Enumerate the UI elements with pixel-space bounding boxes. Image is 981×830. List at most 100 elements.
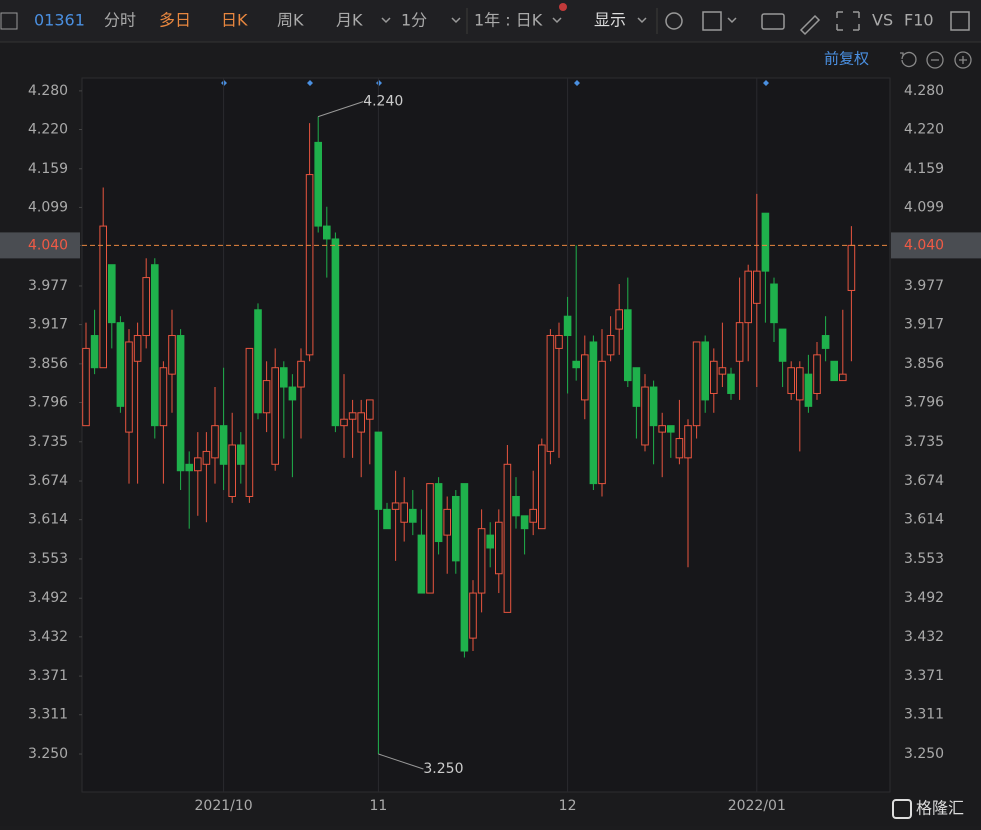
y-tick-label: 3.311 [28,707,68,723]
zoom-in[interactable] [954,51,972,69]
candle-body [624,309,632,382]
candle-body [219,425,228,465]
toolbar-icons [381,8,970,36]
draw-icon[interactable] [799,14,821,36]
candle-body [649,386,658,427]
y-tick-label: 4.159 [28,161,68,177]
candle-body [116,322,125,407]
candle-body [305,174,314,356]
y-tick-label-right: 3.735 [904,434,944,450]
price-tag-bg [0,232,80,259]
y-tick-label-right: 3.796 [904,394,944,410]
candle-body [82,347,90,427]
candle-body [417,534,426,594]
watermark: 格隆汇 [916,799,964,818]
candle-body [357,412,365,433]
tab[interactable]: 日K [221,11,248,30]
y-tick-label: 4.099 [28,199,68,215]
reset-icon[interactable] [900,51,917,68]
y-tick-label: 3.917 [28,317,68,333]
candle-body [142,277,150,337]
candle-body [658,425,667,433]
candle-body [340,418,348,427]
y-tick-label: 3.674 [28,473,68,489]
y-tick-label-right: 3.492 [904,590,944,606]
y-tick-label-right: 3.674 [904,473,944,489]
stock-code[interactable]: 01361 [34,11,85,30]
candle-body [400,502,408,523]
candle-body [477,528,486,594]
y-tick-label-right: 3.432 [904,629,944,645]
watermark-logo [892,799,912,819]
close-icon[interactable] [950,11,970,31]
candle-body [546,335,555,452]
fullscreen-icon[interactable] [836,11,860,31]
y-tick-label-right: 3.977 [904,278,944,294]
candle-body [727,373,735,394]
tab[interactable]: 分时 [104,11,136,30]
candle-body [168,335,176,375]
f10-button[interactable]: F10 [904,11,934,30]
notification-dot [559,3,567,11]
x-tick-label: 11 [369,798,387,814]
tab[interactable]: 显示 [594,11,626,30]
candle-body [615,309,624,330]
candle-body [366,399,374,420]
camera-icon[interactable] [761,13,785,30]
candle-body [280,367,288,388]
candle-body [581,354,589,401]
dropdown-arrows [381,17,737,24]
adjust-mode[interactable]: 前复权 [824,50,869,68]
annotation-label: 4.240 [363,94,403,110]
candle-body [133,335,142,362]
candle-body [202,450,211,465]
candle-body [383,508,391,530]
candle-body [245,347,254,497]
y-tick-label: 3.250 [28,746,68,762]
tab[interactable]: 1分 [401,11,427,30]
zoom-out[interactable] [926,51,944,69]
y-tick-label-right: 3.250 [904,746,944,762]
candle-body [821,335,830,349]
candle-body [503,463,512,613]
candle-body [99,225,108,369]
candle-body [426,483,434,594]
zoom-controls [900,51,972,69]
candle-body [228,444,236,497]
plot-area [81,77,891,793]
candle-body [770,283,778,324]
candle-body [701,341,710,401]
square-icon[interactable] [702,11,722,31]
candle-body [735,322,744,362]
settings-icon[interactable] [665,12,683,30]
vs-button[interactable]: VS [872,11,893,30]
tab[interactable]: 周K [277,11,304,30]
annotation-leader [318,101,364,118]
candle-body [331,238,340,427]
candle-body [839,373,847,382]
candle-body [176,335,185,472]
candle-body [692,341,701,427]
tab[interactable]: 多日 [159,11,191,30]
y-tick-label-right: 4.220 [904,122,944,138]
candle-body [108,264,116,324]
y-tick-label: 3.977 [28,278,68,294]
candle-body [323,225,331,240]
candle-body [538,444,546,530]
y-tick-label: 3.432 [28,629,68,645]
candle-body [529,508,538,523]
sidebar-toggle[interactable] [0,12,18,30]
candle-body [512,495,520,517]
candle-body [125,341,133,433]
candle-body [254,309,262,414]
y-tick-label-right: 4.099 [904,199,944,215]
candle-body [589,341,598,485]
candle-body [314,141,322,227]
candle-body [667,425,675,433]
tab[interactable]: 月K [336,11,363,30]
tab[interactable]: 1年 : 日K [474,11,543,30]
candle-body [744,270,753,324]
y-tick-label-right: 3.311 [904,707,944,723]
candle-body [796,367,804,401]
